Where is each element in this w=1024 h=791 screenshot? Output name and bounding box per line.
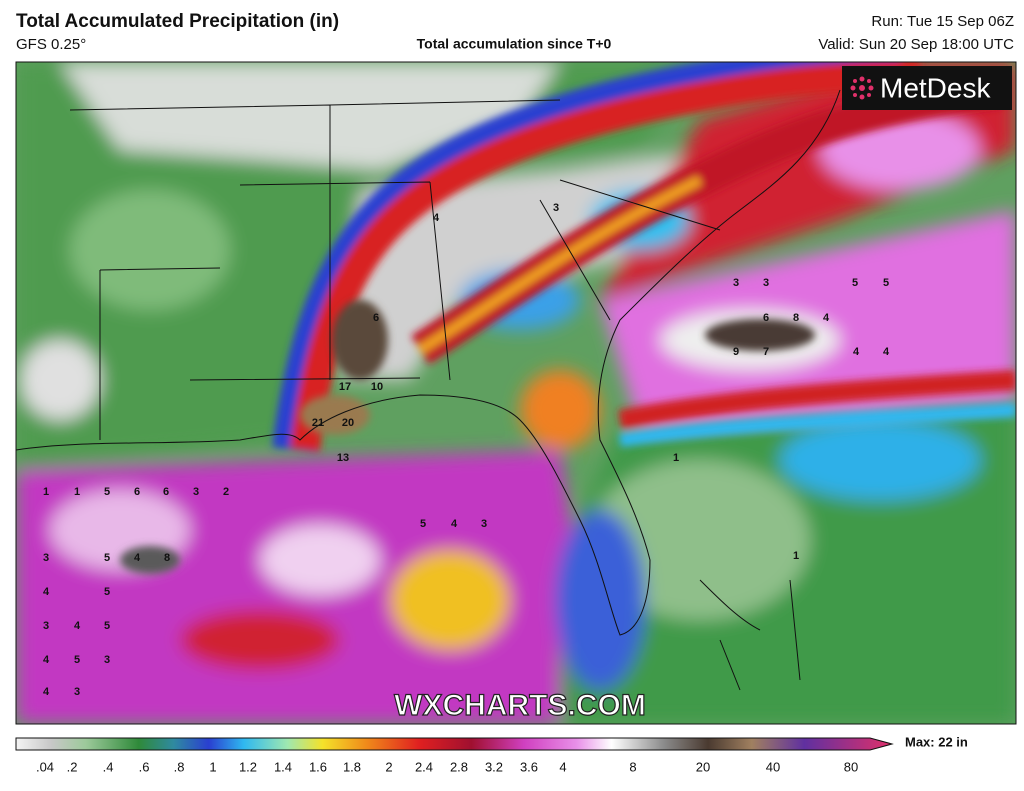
colorbar-label: .8 bbox=[174, 759, 185, 774]
map-value: 4 bbox=[43, 686, 50, 698]
colorbar-label: 3.2 bbox=[485, 759, 503, 774]
map-value: 5 bbox=[852, 277, 858, 289]
map-value: 4 bbox=[853, 346, 860, 358]
map-value: 4 bbox=[823, 312, 830, 324]
colorbar-label: 80 bbox=[844, 759, 858, 774]
map-value: 4 bbox=[883, 346, 890, 358]
map-value: 4 bbox=[74, 620, 81, 632]
colorbar-label: 2.8 bbox=[450, 759, 468, 774]
map-value: 5 bbox=[74, 654, 80, 666]
model: GFS 0.25° bbox=[16, 36, 86, 53]
map-value: 4 bbox=[433, 212, 440, 224]
colorbar-label: 20 bbox=[696, 759, 710, 774]
map-value: 3 bbox=[74, 686, 80, 698]
map-value: 1 bbox=[43, 486, 49, 498]
colorbar-label: 40 bbox=[766, 759, 780, 774]
map-value: 6 bbox=[163, 486, 169, 498]
map-value: 6 bbox=[134, 486, 140, 498]
map-value: 6 bbox=[763, 312, 769, 324]
map-value: 5 bbox=[104, 620, 110, 632]
map-value: 3 bbox=[43, 620, 49, 632]
map-value: 3 bbox=[193, 486, 199, 498]
map-value: 4 bbox=[134, 552, 141, 564]
title: Total Accumulated Precipitation (in) bbox=[16, 11, 339, 32]
map-value: 1 bbox=[74, 486, 80, 498]
map-value: 8 bbox=[164, 552, 170, 564]
colorbar-label: 1.2 bbox=[239, 759, 257, 774]
map-value: 9 bbox=[733, 346, 739, 358]
colorbar-label: 1.6 bbox=[309, 759, 327, 774]
map-value: 5 bbox=[104, 552, 110, 564]
colorbar-label: 8 bbox=[629, 759, 636, 774]
colorbar-labels: .04 .2 .4 .6 .8 1 1.2 1.4 1.6 1.8 2 2.4 2.8 3.2 3.6 4 8 2… bbox=[36, 759, 858, 774]
map-value: 6 bbox=[373, 312, 379, 324]
map-value: 4 bbox=[43, 654, 50, 666]
map-value: 13 bbox=[337, 452, 349, 464]
map-value: 3 bbox=[43, 552, 49, 564]
subtitle: Total accumulation since T+0 bbox=[417, 36, 612, 52]
map-value: 3 bbox=[104, 654, 110, 666]
map-value: 5 bbox=[104, 586, 110, 598]
colorbar-label: 2 bbox=[385, 759, 392, 774]
colorbar-label: 3.6 bbox=[520, 759, 538, 774]
colorbar-label: 4 bbox=[559, 759, 566, 774]
colorbar-label: 1.4 bbox=[274, 759, 292, 774]
map-value: 5 bbox=[104, 486, 110, 498]
colorbar-max: Max: 22 in bbox=[905, 734, 968, 749]
run-time: Run: Tue 15 Sep 06Z bbox=[871, 13, 1014, 30]
map-value: 1 bbox=[673, 452, 679, 464]
map-value: 8 bbox=[793, 312, 799, 324]
colorbar-label: 2.4 bbox=[415, 759, 433, 774]
colorbar-label: 1 bbox=[209, 759, 216, 774]
map-value: 3 bbox=[763, 277, 769, 289]
map-value: 5 bbox=[420, 518, 426, 530]
map-value: 17 bbox=[339, 381, 351, 393]
colorbar-label: 1.8 bbox=[343, 759, 361, 774]
map-value: 3 bbox=[553, 202, 559, 214]
map-value: 5 bbox=[883, 277, 889, 289]
map-value: 3 bbox=[481, 518, 487, 530]
map-value: 4 bbox=[451, 518, 458, 530]
map-value: 21 bbox=[312, 417, 324, 429]
watermark: WXCHARTS.COM bbox=[394, 689, 646, 722]
map-value: 4 bbox=[43, 586, 50, 598]
map-value: 2 bbox=[223, 486, 229, 498]
valid-time: Valid: Sun 20 Sep 18:00 UTC bbox=[818, 36, 1014, 53]
colorbar-label: .04 bbox=[36, 759, 54, 774]
map-value: 1 bbox=[793, 550, 799, 562]
map-value: 20 bbox=[342, 417, 354, 429]
colorbar-label: .6 bbox=[139, 759, 150, 774]
logo-icon bbox=[850, 76, 874, 100]
map-value: 7 bbox=[763, 346, 769, 358]
map-frame bbox=[15, 61, 1017, 725]
colorbar-label: .4 bbox=[103, 759, 114, 774]
colorbar bbox=[15, 737, 894, 751]
colorbar-label: .2 bbox=[67, 759, 78, 774]
map-value: 10 bbox=[371, 381, 383, 393]
logo: MetDesk bbox=[880, 72, 991, 103]
map-value: 3 bbox=[733, 277, 739, 289]
